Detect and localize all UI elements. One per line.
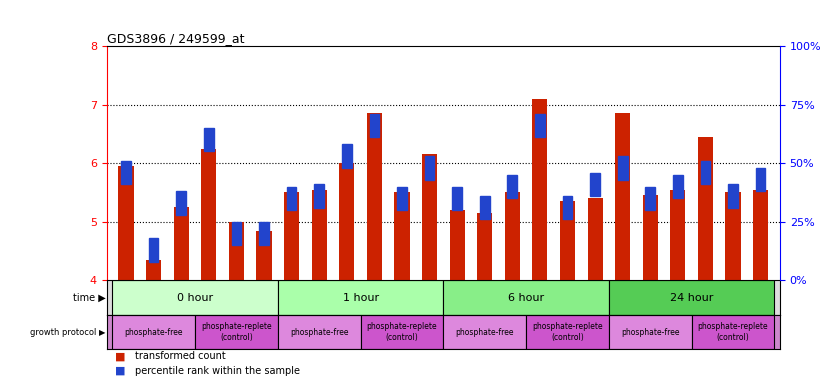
Text: phosphate-free: phosphate-free (456, 328, 514, 337)
Bar (560, 201, 575, 280)
Text: phosphate-free: phosphate-free (290, 328, 348, 337)
Bar (287, 187, 296, 210)
Bar (609, 315, 691, 349)
Text: transformed count: transformed count (135, 351, 227, 361)
Bar (177, 191, 186, 215)
Bar (505, 192, 520, 280)
Bar (146, 260, 161, 280)
Bar (526, 315, 609, 349)
Text: ■: ■ (115, 366, 126, 376)
Text: 1 hour: 1 hour (342, 293, 378, 303)
Bar (691, 315, 774, 349)
Bar (645, 187, 655, 210)
Bar (204, 128, 213, 152)
Text: 24 hour: 24 hour (670, 293, 713, 303)
Bar (112, 280, 277, 315)
Bar (450, 210, 465, 280)
Bar (477, 213, 493, 280)
Bar (673, 175, 683, 198)
Bar (112, 315, 195, 349)
Bar (342, 144, 351, 168)
Bar (201, 149, 217, 280)
Text: growth protocol ▶: growth protocol ▶ (30, 328, 106, 337)
Text: 6 hour: 6 hour (508, 293, 544, 303)
Bar (562, 196, 572, 219)
Bar (507, 175, 517, 198)
Bar (443, 315, 526, 349)
Bar (700, 161, 710, 184)
Bar (618, 156, 627, 180)
Text: phosphate-free: phosphate-free (125, 328, 183, 337)
Bar (232, 222, 241, 245)
Bar (698, 137, 713, 280)
Bar (284, 192, 299, 280)
Text: percentile rank within the sample: percentile rank within the sample (135, 366, 300, 376)
Bar (367, 113, 382, 280)
Bar (229, 222, 244, 280)
Bar (118, 166, 134, 280)
Bar (424, 156, 434, 180)
Bar (532, 99, 548, 280)
Bar (422, 154, 437, 280)
Bar (312, 190, 327, 280)
Text: phosphate-replete
(control): phosphate-replete (control) (367, 323, 438, 342)
Bar (195, 315, 277, 349)
Bar (394, 192, 410, 280)
Bar (452, 187, 462, 210)
Bar (609, 280, 774, 315)
Bar (259, 222, 268, 245)
Bar (369, 114, 379, 137)
Bar (670, 190, 686, 280)
Bar (728, 184, 738, 208)
Bar (397, 187, 406, 210)
Text: phosphate-replete
(control): phosphate-replete (control) (201, 323, 272, 342)
Bar (256, 230, 272, 280)
Bar (588, 198, 603, 280)
Text: phosphate-replete
(control): phosphate-replete (control) (698, 323, 768, 342)
Bar (480, 196, 489, 219)
Text: GDS3896 / 249599_at: GDS3896 / 249599_at (107, 32, 244, 45)
Text: phosphate-free: phosphate-free (621, 328, 680, 337)
Bar (615, 113, 631, 280)
Bar (339, 163, 355, 280)
Bar (726, 192, 741, 280)
Bar (643, 195, 658, 280)
Bar (535, 114, 545, 137)
Bar (314, 184, 324, 208)
Bar (122, 161, 131, 184)
Bar (360, 315, 443, 349)
Bar (753, 190, 768, 280)
Bar (277, 315, 360, 349)
Bar (590, 172, 600, 196)
Text: time ▶: time ▶ (73, 293, 106, 303)
Text: 0 hour: 0 hour (177, 293, 213, 303)
Bar (173, 207, 189, 280)
Text: phosphate-replete
(control): phosphate-replete (control) (532, 323, 603, 342)
Bar (443, 280, 609, 315)
Bar (277, 280, 443, 315)
Bar (756, 168, 765, 191)
Text: ■: ■ (115, 351, 126, 361)
Bar (149, 238, 158, 262)
